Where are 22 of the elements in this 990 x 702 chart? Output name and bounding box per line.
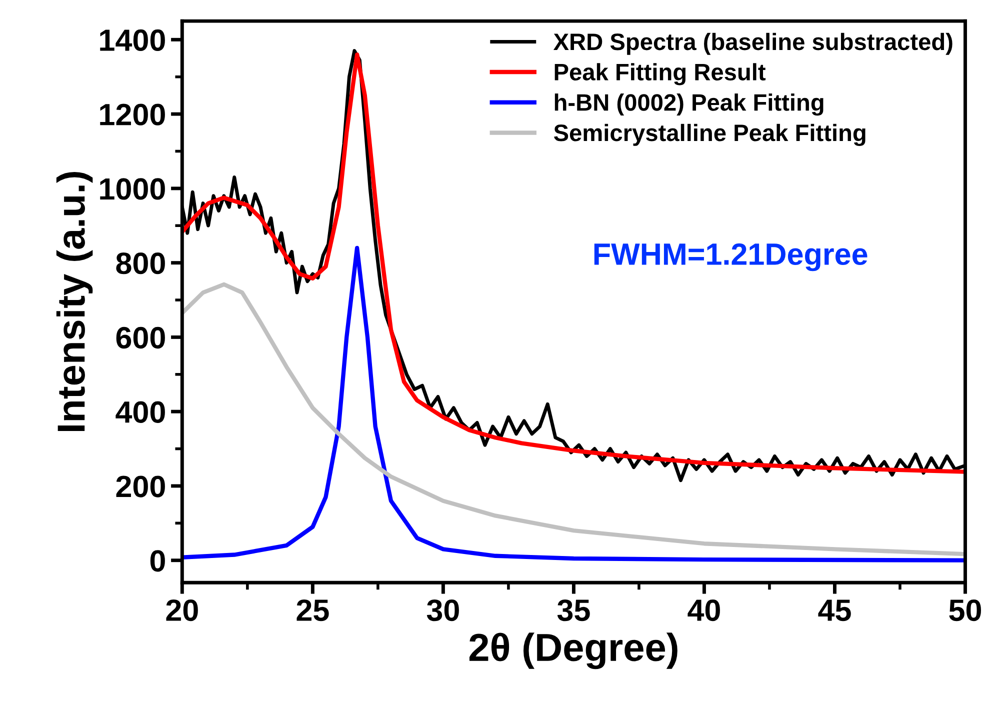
legend-label: XRD Spectra (baseline substracted) [553,32,952,55]
x-axis-title: 2θ (Degree) [469,632,678,670]
x-tick-label: 20 [166,599,198,622]
x-tick-label: 25 [296,599,329,622]
y-tick-label: 1200 [100,104,165,126]
x-tick-label: 50 [949,599,981,622]
legend-label: h-BN (0002) Peak Fitting [554,94,824,116]
y-tick-label: 400 [116,401,165,423]
legend-label: Peak Fitting Result [554,63,766,86]
x-tick-label: 40 [688,599,720,622]
y-tick-label: 1400 [100,29,165,52]
y-tick-label: 0 [150,550,165,572]
y-axis-title: Intensity (a.u.) [56,172,93,432]
y-tick-label: 1000 [100,178,165,200]
x-tick-label: 45 [818,600,851,622]
x-tick-label: 30 [426,599,459,622]
y-tick-label: 200 [116,476,165,498]
y-tick-label: 800 [116,252,165,274]
annotation: FWHM=1.21Degree [594,243,868,272]
legend-label: Semicrystalline Peak Fitting [554,124,866,146]
y-tick-label: 600 [116,326,165,349]
x-tick-label: 35 [557,599,590,622]
